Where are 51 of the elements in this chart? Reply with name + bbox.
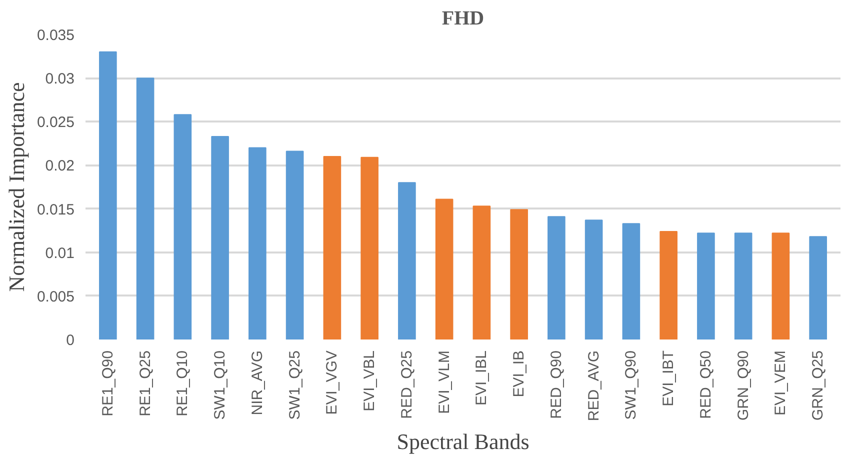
x-tick-label: NIR_AVG [248,350,266,416]
y-tick-label: 0.025 [36,114,75,132]
bar [323,156,342,340]
bar [248,147,266,340]
x-tick-label: RE1_Q25 [136,350,154,416]
bar [360,156,378,340]
x-tick-label: SW1_Q25 [286,350,304,420]
y-tick-label: 0.015 [36,201,75,218]
x-tick-label: SW1_Q10 [212,350,229,420]
x-tick-label: EVI_VLM [436,350,453,414]
y-tick-label: 0.01 [45,244,75,262]
bar [697,232,715,340]
y-tick-label: 0.005 [36,288,75,306]
bar [136,78,154,340]
x-tick-label: EVI_IB [510,350,528,398]
bar [772,232,790,340]
bar [435,198,454,340]
bar [286,150,304,340]
bar [472,206,491,340]
bar [734,232,752,340]
bar [211,136,229,340]
x-tick-label: EVI_IBT [660,350,678,406]
x-tick-label: RED_Q25 [398,350,416,419]
y-tick-label: 0.02 [45,158,75,175]
x-tick-label: EVI_VEM [772,350,790,416]
x-axis-title: Spectral Bands [396,429,530,454]
x-tick-label: RE1_Q90 [99,350,116,416]
chart-title: FHD [442,8,484,30]
x-tick-label: RE1_Q10 [174,350,192,416]
x-tick-label: EVI_VBL [361,350,378,412]
bar [174,114,192,340]
x-tick-label: RED_Q50 [697,350,714,419]
x-tick-label: SW1_Q90 [622,350,640,420]
x-tick-label: GRN_Q25 [810,350,827,421]
x-tick-label: EVI_IBL [473,350,490,406]
x-tick-label: GRN_Q90 [734,350,752,421]
x-tick-label: RED_Q90 [548,350,565,419]
y-tick-label: 0 [66,332,74,349]
bar [584,220,603,340]
bar [398,182,416,340]
bar [622,223,640,340]
y-tick-label: 0.03 [45,70,75,88]
x-tick-label: EVI_VGV [324,350,341,415]
bar [510,209,528,340]
y-axis-title: Normalized Importance [4,82,29,292]
bar [99,51,117,340]
bar [660,230,678,340]
y-tick-label: 0.035 [36,27,75,44]
x-tick-label: RED_AVG [585,350,602,422]
bar [548,216,566,340]
bar [809,236,827,340]
